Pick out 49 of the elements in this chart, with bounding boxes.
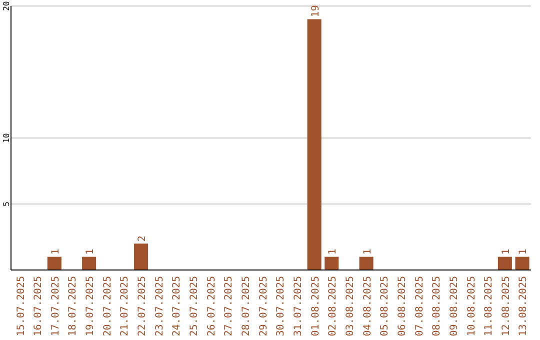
bar (324, 256, 339, 270)
x-tick-label: 02.08.2025 (328, 276, 339, 336)
data-label: 2 (137, 236, 148, 242)
x-tick-label: 20.07.2025 (102, 276, 114, 336)
x-tick-label: 23.07.2025 (154, 276, 166, 336)
data-label: 1 (362, 248, 374, 255)
x-tick-label: 24.07.2025 (172, 276, 183, 336)
x-tick-label: 31.07.2025 (292, 276, 304, 336)
x-tick-label: 04.08.2025 (362, 276, 374, 336)
bar (134, 244, 148, 270)
x-tick-label: 25.07.2025 (189, 276, 200, 336)
x-tick-label: 01.08.2025 (310, 276, 322, 336)
x-tick-label: 26.07.2025 (206, 276, 218, 336)
x-tick-label: 13.08.2025 (518, 276, 530, 336)
bar (47, 256, 62, 270)
x-tick-label: 12.08.2025 (500, 276, 512, 336)
x-tick-label: 29.07.2025 (258, 276, 270, 336)
x-tick-label: 05.08.2025 (380, 276, 391, 336)
data-label: 1 (500, 248, 512, 255)
bar (307, 19, 322, 270)
x-tick-label: 06.08.2025 (396, 276, 408, 336)
x-tick-label: 08.08.2025 (432, 276, 443, 336)
bar (498, 256, 512, 270)
x-tick-label: 17.07.2025 (50, 276, 62, 336)
y-tick-label: 20 (2, 1, 11, 11)
x-tick-label: 15.07.2025 (16, 276, 27, 336)
data-label: 1 (85, 248, 96, 255)
x-tick-label: 28.07.2025 (241, 276, 252, 336)
bar (515, 256, 530, 270)
bar (359, 256, 374, 270)
data-label: 1 (50, 248, 62, 255)
y-tick-label: 5 (2, 201, 11, 206)
data-label: 1 (328, 248, 339, 255)
x-tick-label: 11.08.2025 (484, 276, 495, 336)
x-tick-label: 07.08.2025 (414, 276, 426, 336)
x-tick-label: 21.07.2025 (120, 276, 131, 336)
x-tick-label: 03.08.2025 (344, 276, 356, 336)
x-tick-label: 30.07.2025 (276, 276, 287, 336)
x-tick-label: 16.07.2025 (33, 276, 44, 336)
y-tick-label: 10 (2, 133, 11, 143)
data-label: 19 (310, 5, 322, 18)
x-tick-label: 18.07.2025 (68, 276, 79, 336)
bar (82, 256, 96, 270)
data-label: 1 (518, 248, 530, 255)
x-tick-label: 22.07.2025 (137, 276, 148, 336)
x-tick-label: 09.08.2025 (448, 276, 460, 336)
x-tick-label: 19.07.2025 (85, 276, 96, 336)
x-tick-label: 10.08.2025 (466, 276, 478, 336)
x-tick-label: 27.07.2025 (224, 276, 235, 336)
